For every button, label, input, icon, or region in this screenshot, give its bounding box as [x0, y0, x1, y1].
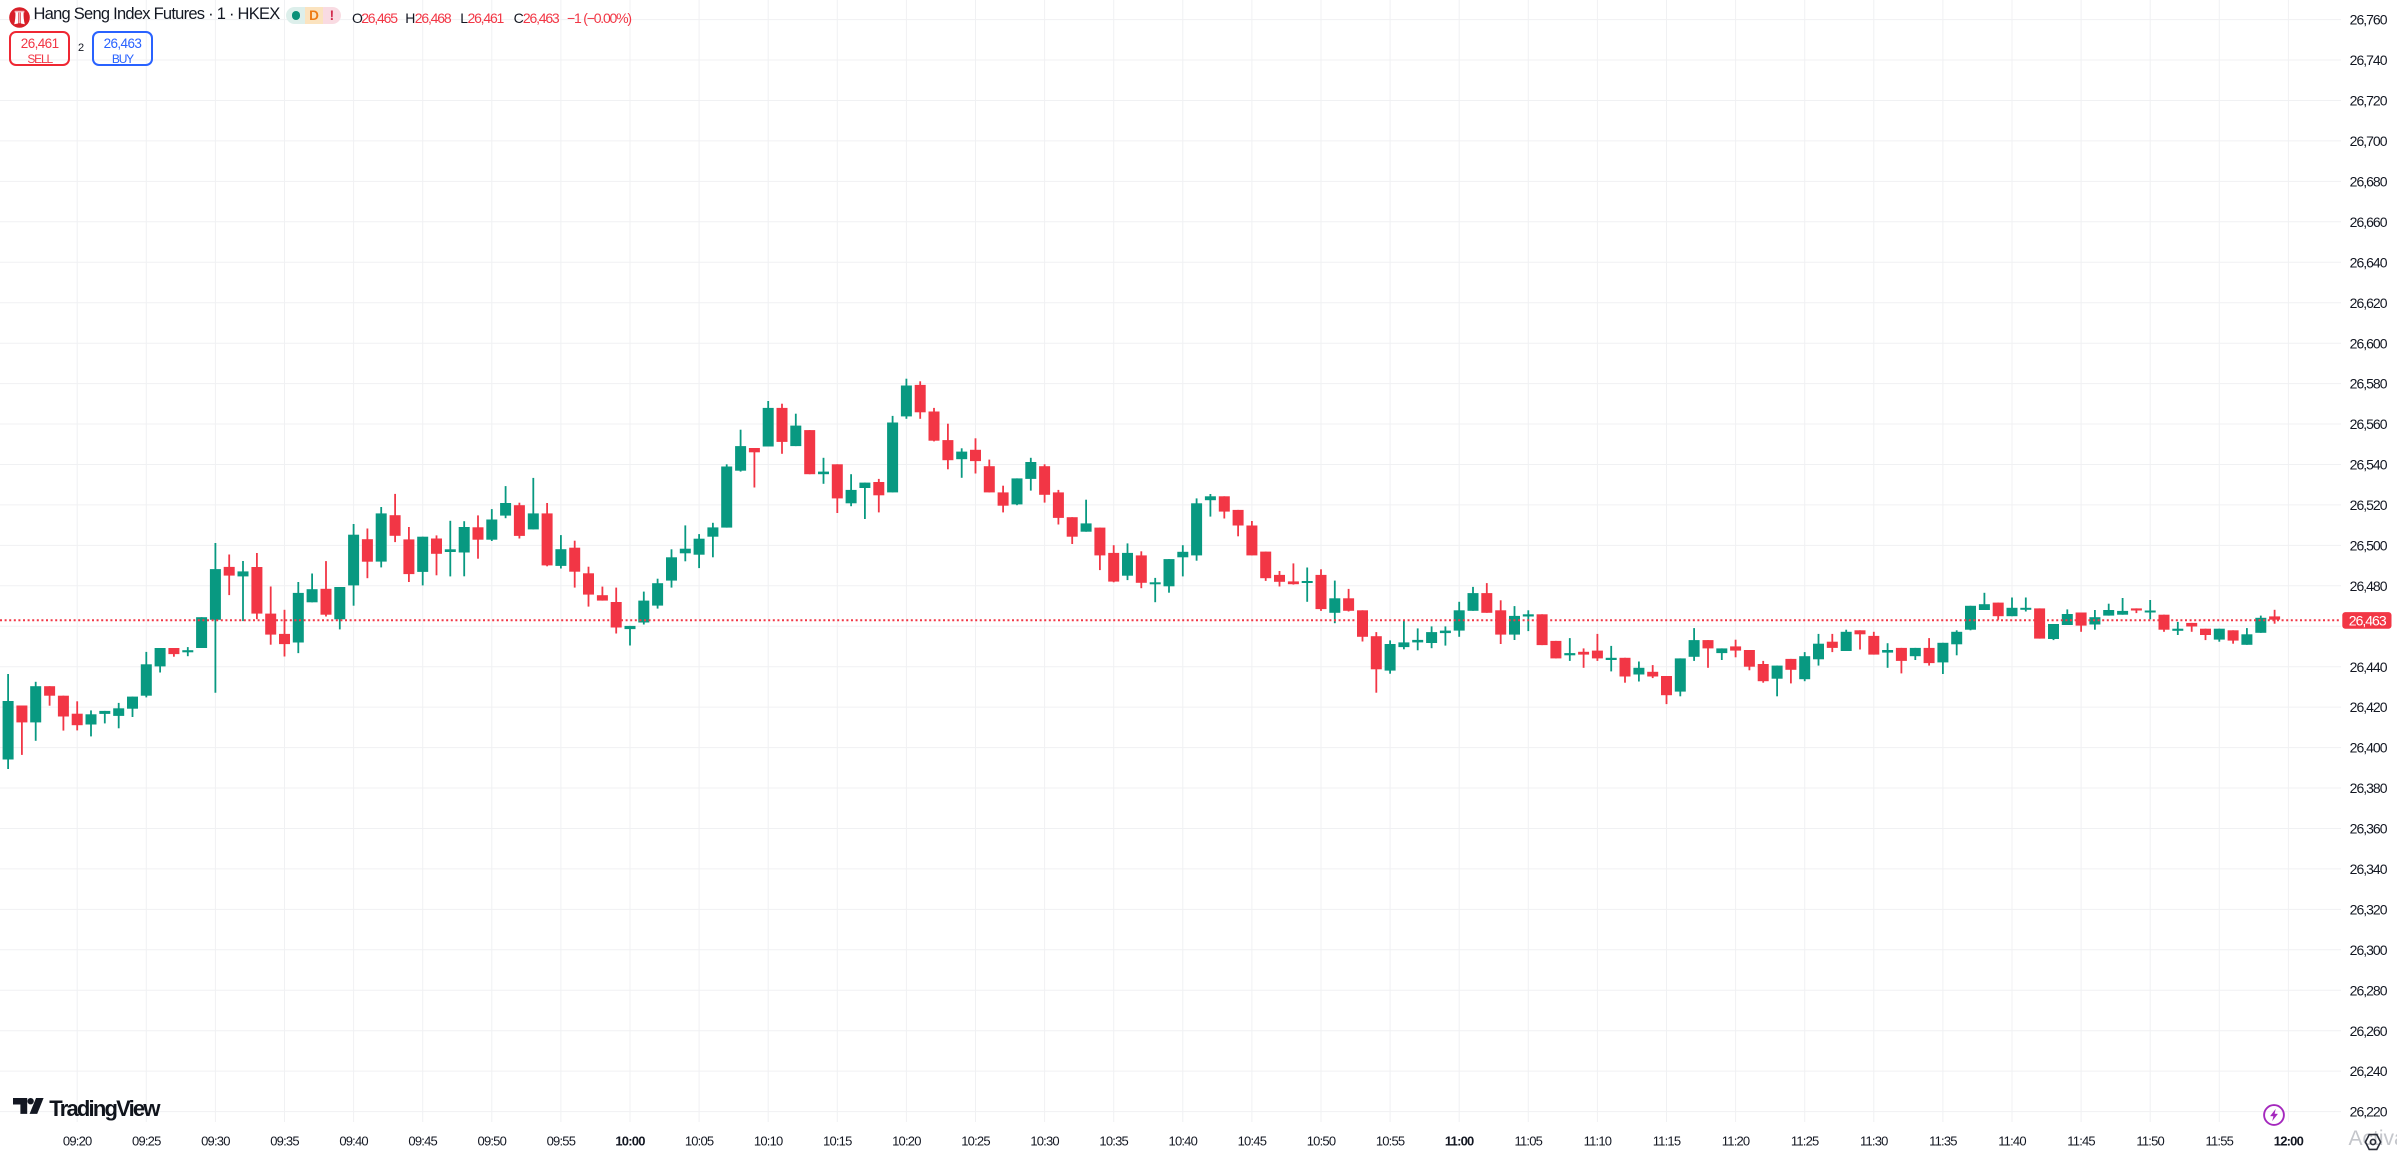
svg-text:11:10: 11:10 [1584, 1134, 1612, 1149]
svg-text:10:35: 10:35 [1099, 1134, 1128, 1149]
svg-text:10:20: 10:20 [892, 1134, 921, 1149]
svg-text:11:45: 11:45 [2067, 1134, 2095, 1149]
svg-text:26,300: 26,300 [2350, 942, 2388, 958]
svg-text:26,360: 26,360 [2350, 821, 2388, 837]
svg-text:26,420: 26,420 [2350, 699, 2388, 715]
svg-text:10:50: 10:50 [1307, 1134, 1336, 1149]
svg-text:10:45: 10:45 [1238, 1134, 1267, 1149]
svg-text:26,660: 26,660 [2350, 214, 2388, 230]
svg-text:26,463: 26,463 [2349, 613, 2387, 629]
svg-text:26,260: 26,260 [2350, 1023, 2388, 1039]
svg-text:11:05: 11:05 [1515, 1134, 1543, 1149]
svg-text:26,580: 26,580 [2350, 376, 2388, 392]
svg-text:10:00: 10:00 [615, 1134, 645, 1149]
svg-text:10:05: 10:05 [685, 1134, 714, 1149]
svg-text:11:00: 11:00 [1445, 1134, 1474, 1149]
svg-text:26,480: 26,480 [2350, 578, 2388, 594]
svg-text:10:30: 10:30 [1030, 1134, 1059, 1149]
svg-text:09:25: 09:25 [132, 1134, 161, 1149]
svg-text:26,320: 26,320 [2350, 902, 2388, 918]
svg-text:10:55: 10:55 [1376, 1134, 1405, 1149]
svg-text:11:15: 11:15 [1653, 1134, 1681, 1149]
svg-text:26,440: 26,440 [2350, 659, 2388, 675]
svg-text:11:50: 11:50 [2136, 1134, 2164, 1149]
svg-text:26,720: 26,720 [2350, 93, 2388, 109]
svg-text:26,340: 26,340 [2350, 861, 2388, 877]
svg-text:11:20: 11:20 [1722, 1134, 1750, 1149]
svg-text:11:25: 11:25 [1791, 1134, 1819, 1149]
svg-text:10:15: 10:15 [823, 1134, 852, 1149]
svg-text:26,240: 26,240 [2350, 1063, 2388, 1079]
svg-text:26,680: 26,680 [2350, 174, 2388, 190]
svg-text:26,700: 26,700 [2350, 133, 2388, 149]
svg-text:26,620: 26,620 [2350, 295, 2388, 311]
svg-text:26,380: 26,380 [2350, 780, 2388, 796]
svg-text:09:45: 09:45 [408, 1134, 437, 1149]
svg-text:11:40: 11:40 [1998, 1134, 2026, 1149]
svg-text:10:40: 10:40 [1169, 1134, 1198, 1149]
svg-text:10:25: 10:25 [961, 1134, 990, 1149]
svg-text:26,600: 26,600 [2350, 335, 2388, 351]
svg-text:11:30: 11:30 [1860, 1134, 1888, 1149]
svg-text:10:10: 10:10 [754, 1134, 783, 1149]
svg-text:11:35: 11:35 [1929, 1134, 1957, 1149]
svg-text:09:30: 09:30 [201, 1134, 230, 1149]
svg-text:09:40: 09:40 [339, 1134, 368, 1149]
svg-text:09:35: 09:35 [270, 1134, 299, 1149]
svg-text:12:00: 12:00 [2274, 1134, 2304, 1149]
svg-text:26,560: 26,560 [2350, 416, 2388, 432]
svg-text:26,740: 26,740 [2350, 52, 2388, 68]
svg-text:26,400: 26,400 [2350, 740, 2388, 756]
svg-text:26,500: 26,500 [2350, 538, 2388, 554]
svg-text:09:50: 09:50 [478, 1134, 507, 1149]
svg-text:09:55: 09:55 [547, 1134, 576, 1149]
svg-text:26,760: 26,760 [2350, 12, 2388, 28]
svg-text:11:55: 11:55 [2206, 1134, 2234, 1149]
svg-text:26,280: 26,280 [2350, 982, 2388, 998]
svg-text:26,540: 26,540 [2350, 457, 2388, 473]
svg-text:26,520: 26,520 [2350, 497, 2388, 513]
svg-text:26,220: 26,220 [2350, 1104, 2388, 1120]
svg-text:26,640: 26,640 [2350, 254, 2388, 270]
svg-text:09:20: 09:20 [63, 1134, 92, 1149]
